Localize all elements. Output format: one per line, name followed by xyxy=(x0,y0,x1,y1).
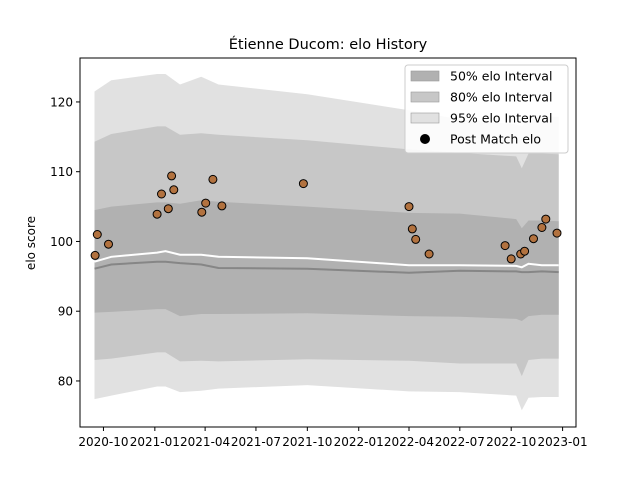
y-axis-label: elo score xyxy=(24,216,38,270)
band-50-interval xyxy=(94,200,559,321)
post-match-elo-point xyxy=(90,250,100,260)
x-tick-label: 2022-01 xyxy=(334,435,384,449)
legend-marker xyxy=(420,134,430,144)
post-match-elo-point xyxy=(541,214,551,224)
y-tick-label: 110 xyxy=(50,165,73,179)
x-tick-label: 2022-07 xyxy=(435,435,485,449)
y-tick-label: 80 xyxy=(58,374,73,388)
post-match-elo-point xyxy=(424,249,434,259)
x-tick-label: 2022-04 xyxy=(384,435,434,449)
post-match-elo-point xyxy=(163,204,173,214)
post-match-elo-point xyxy=(197,207,207,217)
median-elo-line xyxy=(94,260,559,274)
x-tick-label: 2022-10 xyxy=(486,435,536,449)
post-match-elo-point xyxy=(157,189,166,199)
x-tick-label: 2021-01 xyxy=(130,435,180,449)
y-axis-ticks: 80 90 100 110 120 xyxy=(50,95,80,388)
y-tick-label: 90 xyxy=(58,305,73,319)
post-match-elo-point xyxy=(152,209,162,219)
post-match-elo-point xyxy=(104,239,113,249)
axes-frame xyxy=(79,57,577,428)
x-tick-label: 2021-10 xyxy=(282,435,332,449)
post-match-elo-point xyxy=(167,171,177,181)
legend: 50% elo Interval 80% elo Interval 95% elo … xyxy=(404,64,569,154)
x-tick-label: 2020-10 xyxy=(78,435,128,449)
legend-label: 80% elo Interval xyxy=(450,90,552,105)
post-match-elo-point xyxy=(537,223,547,232)
post-match-elo-point xyxy=(201,198,211,208)
legend-swatch xyxy=(410,70,440,82)
post-match-elo-point xyxy=(208,174,218,184)
post-match-elo-point xyxy=(552,228,562,238)
post-match-elo-point xyxy=(404,202,414,212)
legend-label: 50% elo Interval xyxy=(450,69,552,84)
legend-swatch xyxy=(410,112,440,124)
x-tick-label: 2021-07 xyxy=(231,435,281,449)
x-tick-label: 2023-01 xyxy=(538,435,588,449)
x-axis-ticks: 2020-10 2021-01 2021-04 2021-07 2021-10 2022-… xyxy=(78,427,588,449)
post-match-elo-point xyxy=(298,179,308,189)
legend-label: 95% elo Interval xyxy=(450,111,552,126)
post-match-elo-point xyxy=(500,241,510,251)
y-tick-label: 100 xyxy=(50,235,73,249)
post-match-elo-point xyxy=(92,230,102,239)
legend-box xyxy=(404,64,569,154)
post-match-elo-point xyxy=(407,224,417,234)
mean-elo-line xyxy=(94,250,559,269)
post-match-elo-point xyxy=(169,185,179,195)
post-match-elo-point xyxy=(411,234,421,244)
post-match-elo-point xyxy=(520,246,530,256)
legend-swatch xyxy=(410,91,440,103)
post-match-elo-point xyxy=(217,201,227,211)
chart-title: Étienne Ducom: elo History xyxy=(229,36,428,53)
x-tick-label: 2021-04 xyxy=(180,435,230,449)
post-match-elo-point xyxy=(506,254,516,264)
y-tick-label: 120 xyxy=(50,95,73,109)
plot-area xyxy=(90,74,562,411)
post-match-elo-point xyxy=(529,234,538,244)
legend-label: Post Match elo xyxy=(450,132,541,147)
